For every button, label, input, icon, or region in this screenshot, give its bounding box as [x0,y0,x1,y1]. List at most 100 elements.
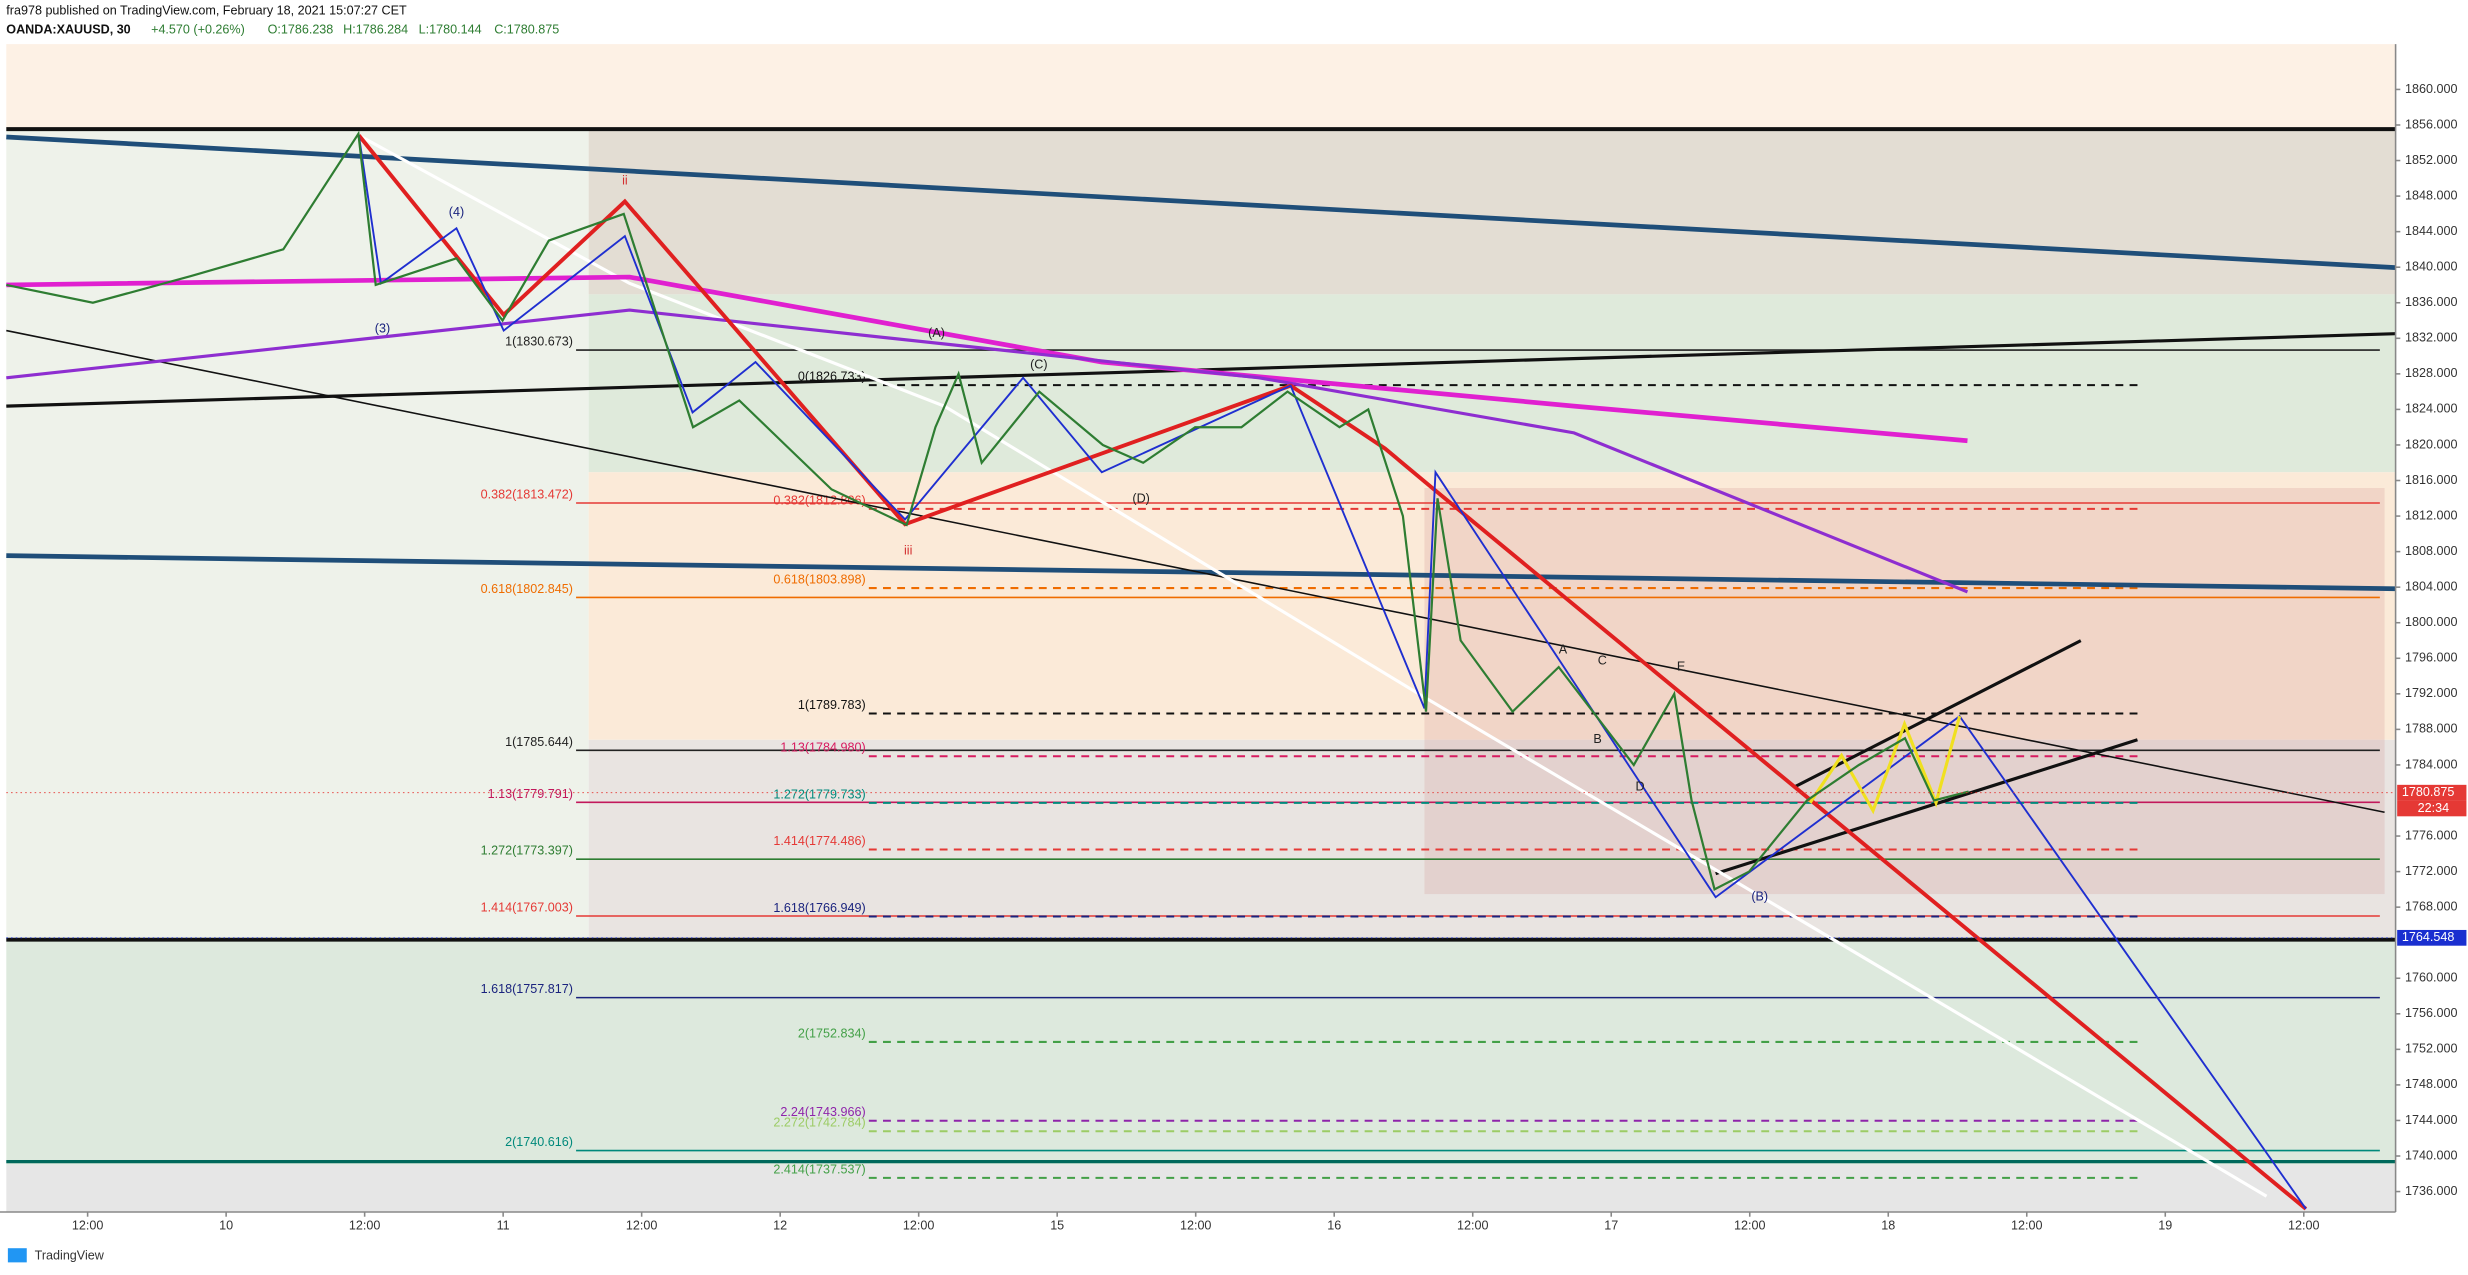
fib-label: 1.414(1774.486) [773,834,865,848]
x-tick-label: 18 [1881,1218,1895,1232]
y-tick-label: 1824.000 [2405,402,2457,416]
zone [588,739,2396,940]
y-tick-label: 1740.000 [2405,1148,2457,1162]
axis-labels: 1736.000 1740.000 1744.000 1748.000 1752.000… [6,82,2467,1232]
marker-price-bg [2397,929,2467,946]
fib-label: 0.382(1812.806) [773,493,865,507]
wave-line [357,135,2307,1210]
moving-average [6,308,1969,594]
y-tick-label: 1852.000 [2405,153,2457,167]
x-tick-label: 12:00 [2288,1218,2319,1232]
y-tick-label: 1812.000 [2405,508,2457,522]
countdown: 22:34 [2418,801,2449,815]
price-line [6,130,1969,891]
fib-label: 1.414(1767.003) [481,900,573,914]
y-tick-label: 1736.000 [2405,1184,2457,1198]
fib-label: 2.414(1737.537) [773,1162,865,1176]
wave-label: (4) [449,205,464,219]
y-tick-label: 1808.000 [2405,544,2457,558]
fib-label: 1(1785.644) [505,735,573,749]
drawings [6,127,2396,1211]
x-tick-label: 16 [1327,1218,1341,1232]
countdown-bg [2397,800,2467,817]
footer-logo: TradingView [35,1248,105,1262]
zone [6,44,2396,130]
y-tick-label: 1792.000 [2405,686,2457,700]
zone [588,129,2396,295]
y-tick-label: 1752.000 [2405,1042,2457,1056]
y-tick-label: 1836.000 [2405,295,2457,309]
y-tick-label: 1800.000 [2405,615,2457,629]
fib-label: 1.618(1766.949) [773,901,865,915]
trend-line [1715,738,2138,876]
wave-label: (D) [1132,491,1149,505]
x-tick-label: 12:00 [1734,1218,1765,1232]
fib-label: 1(1789.783) [798,698,866,712]
y-tick-label: 1804.000 [2405,579,2457,593]
zones [6,44,2396,1213]
wave-label: (A) [928,326,945,340]
fib-label: 1.13(1784.980) [780,741,865,755]
fib-label: 1(1830.673) [505,335,573,349]
ohlc-value: H:1786.284 [343,22,408,36]
fib-label: 1.272(1773.397) [481,844,573,858]
x-tick-label: 12:00 [903,1218,934,1232]
wave-label: D [1636,779,1645,793]
y-tick-label: 1744.000 [2405,1113,2457,1127]
zone [6,939,2396,1165]
trend-line [6,329,2385,813]
x-tick-label: 12:00 [349,1218,380,1232]
fib-label: 0.618(1803.898) [773,573,865,587]
y-tick-label: 1768.000 [2405,899,2457,913]
wave-label: (C) [1030,358,1047,372]
ohlc-value: L:1780.144 [419,22,482,36]
ohlc-value: O:1786.238 [268,22,334,36]
y-tick-label: 1816.000 [2405,473,2457,487]
x-tick-label: 10 [219,1218,233,1232]
wave-line [357,134,2308,1211]
fib-label: 0.382(1813.472) [481,487,573,501]
wave-label: E [1677,660,1685,674]
x-tick-label: 12:00 [2011,1218,2042,1232]
x-tick-label: 12 [773,1218,787,1232]
price-axis [2395,44,2468,1213]
time-axis [0,1212,2468,1244]
y-tick-label: 1828.000 [2405,366,2457,380]
trend-line [1793,639,2082,789]
x-tick-label: 12:00 [1180,1218,1211,1232]
y-tick-label: 1832.000 [2405,331,2457,345]
y-tick-label: 1748.000 [2405,1077,2457,1091]
wave-line [1808,715,1962,815]
y-tick-label: 1844.000 [2405,224,2457,238]
fib-label: 2.24(1743.966) [780,1105,865,1119]
logo-icon [7,1248,27,1263]
symbol: OANDA:XAUUSD, 30 [6,22,130,36]
y-tick-label: 1860.000 [2405,82,2457,96]
fib-label: 1.272(1779.733) [773,787,865,801]
y-tick-label: 1760.000 [2405,971,2457,985]
x-tick-label: 11 [497,1218,510,1232]
zone [6,129,589,940]
wave-label: A [1559,642,1568,656]
x-tick-label: 15 [1050,1218,1064,1232]
y-tick-label: 1776.000 [2405,828,2457,842]
y-tick-label: 1784.000 [2405,757,2457,771]
levels: 1(1830.673) 0.382(1813.472) 0.618(1802.845… [481,335,2380,1179]
x-tick-label: 19 [2158,1218,2172,1232]
chart-title: fra978 published on TradingView.com, Feb… [6,3,407,17]
y-tick-label: 1820.000 [2405,437,2457,451]
wave-label: ii [622,173,628,187]
wave-label: iii [904,543,912,557]
last-price: 1780.875 [2402,785,2454,799]
y-tick-label: 1856.000 [2405,117,2457,131]
fib-label: 2(1752.834) [798,1026,866,1040]
wave-label: (B) [1751,890,1768,904]
x-tick-label: 17 [1604,1218,1618,1232]
wave-label: B [1593,732,1601,746]
ohlc-value: C:1780.875 [494,22,559,36]
y-tick-label: 1848.000 [2405,188,2457,202]
y-tick-label: 1772.000 [2405,864,2457,878]
x-tick-label: 12:00 [626,1218,657,1232]
last-price-bg [2397,784,2467,801]
